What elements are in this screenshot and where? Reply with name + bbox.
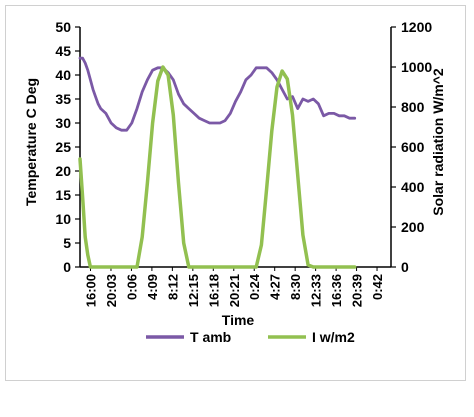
right-tick-label: 0 (401, 259, 409, 275)
series-line-i-w-m2 (78, 65, 357, 269)
left-tick-label: 20 (55, 163, 71, 179)
left-tick-label: 45 (55, 43, 71, 59)
x-tick-label: 4:27 (268, 274, 283, 300)
legend-label: T amb (190, 329, 231, 345)
x-tick-label: 16:18 (206, 274, 221, 307)
x-tick-label: 20:21 (227, 274, 242, 307)
legend: T amb I w/m2 (146, 329, 355, 345)
left-axis-title: Temperature C Deg (23, 78, 39, 206)
series-layer (78, 56, 357, 269)
x-tick-label: 12:33 (309, 274, 324, 307)
left-tick-label: 40 (55, 67, 71, 83)
x-axis-ticks: 16:00 20:03 0:06 4:09 8:12 12:15 16:18 20:21 0:2… (84, 267, 385, 307)
x-tick-label: 0:24 (247, 273, 262, 300)
right-tick-label: 1200 (401, 19, 432, 35)
x-tick-label: 8:12 (165, 274, 180, 300)
left-tick-label: 10 (55, 211, 71, 227)
x-tick-label: 16:00 (84, 274, 99, 307)
left-tick-label: 0 (63, 259, 71, 275)
right-axis-title: Solar radiation W/m^2 (430, 68, 446, 216)
chart-frame: Temperature C Deg Solar radiation W/m^2 … (5, 5, 466, 381)
x-tick-label: 16:36 (329, 274, 344, 307)
x-tick-label: 20:39 (350, 274, 365, 307)
x-tick-label: 0:06 (124, 274, 139, 300)
x-tick-label: 0:42 (370, 274, 385, 300)
x-tick-label: 12:15 (186, 274, 201, 307)
right-tick-label: 800 (401, 99, 425, 115)
x-tick-label: 8:30 (288, 274, 303, 300)
left-axis-ticks: 0 5 10 15 20 25 30 35 40 45 50 (55, 19, 80, 275)
x-tick-label: 20:03 (104, 274, 119, 307)
chart-svg: Temperature C Deg Solar radiation W/m^2 … (23, 19, 446, 345)
right-tick-label: 200 (401, 219, 425, 235)
right-axis-ticks: 0 200 400 600 800 1000 1200 (391, 19, 432, 275)
left-tick-label: 30 (55, 115, 71, 131)
right-tick-label: 600 (401, 139, 425, 155)
legend-label: I w/m2 (312, 329, 355, 345)
left-tick-label: 5 (63, 235, 71, 251)
right-axis-title-text: Solar radiation W/m^2 (430, 68, 446, 216)
x-tick-label: 4:09 (145, 274, 160, 300)
left-tick-label: 35 (55, 91, 71, 107)
right-tick-label: 400 (401, 179, 425, 195)
left-tick-label: 15 (55, 187, 71, 203)
right-tick-label: 1000 (401, 59, 432, 75)
x-axis-title: Time (222, 312, 255, 328)
left-tick-label: 50 (55, 19, 71, 35)
left-tick-label: 25 (55, 139, 71, 155)
series-line-t-amb (78, 56, 357, 132)
axes (79, 27, 392, 268)
left-axis-title-text: Temperature C Deg (23, 78, 39, 206)
